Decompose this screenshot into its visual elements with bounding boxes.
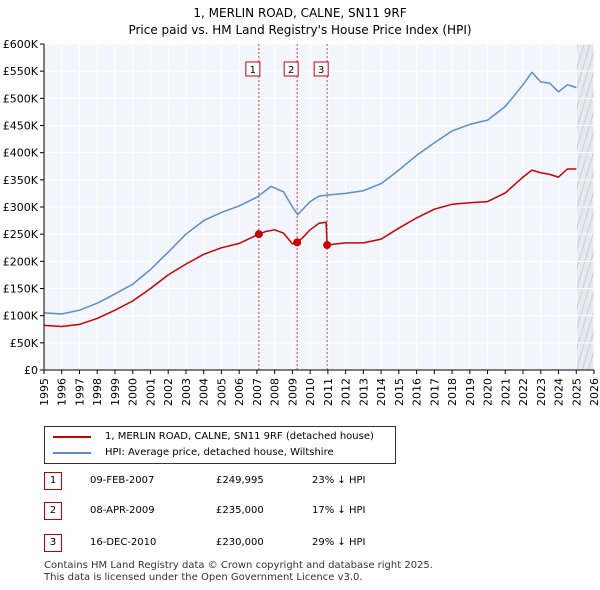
x-tick-label: 2007: [251, 378, 264, 406]
x-tick-label: 2004: [198, 378, 211, 406]
legend-label-hpi: HPI: Average price, detached house, Wilt…: [105, 447, 334, 458]
sale-hpi-diff: 23% ↓ HPI: [312, 475, 366, 486]
sale-badge: 2: [44, 502, 62, 520]
footer-license: This data is licensed under the Open Gov…: [44, 572, 363, 583]
footer: Contains HM Land Registry data © Crown c…: [44, 560, 433, 584]
x-tick-label: 2016: [411, 378, 424, 406]
x-tick-label: 2021: [499, 378, 512, 406]
sale-date: 16-DEC-2010: [90, 537, 157, 548]
x-tick-label: 2012: [340, 378, 353, 406]
y-tick-label: £550K: [3, 65, 39, 78]
y-tick-label: £150K: [3, 283, 39, 296]
sale-point: [293, 238, 302, 247]
sale-label-text: 3: [318, 65, 324, 76]
x-tick-label: 2022: [517, 378, 530, 406]
chart-subtitle: Price paid vs. HM Land Registry's House …: [128, 23, 472, 37]
y-tick-label: £350K: [3, 174, 39, 187]
sale-badge: 3: [44, 534, 62, 552]
sale-price: £249,995: [216, 475, 264, 486]
sale-hpi-diff: 29% ↓ HPI: [312, 537, 366, 548]
x-tick-label: 2025: [570, 378, 583, 406]
y-tick-label: £500K: [3, 92, 39, 105]
sale-label-box: [283, 61, 299, 77]
x-tick-label: 2003: [180, 378, 193, 406]
x-tick-label: 2019: [464, 378, 477, 406]
x-tick-label: 1997: [73, 378, 86, 406]
x-tick-label: 2005: [215, 378, 228, 406]
x-tick-label: 1996: [56, 378, 69, 406]
x-tick-label: 1995: [38, 378, 51, 406]
sale-label-text: 1: [250, 65, 256, 76]
sale-price: £230,000: [216, 537, 264, 548]
x-tick-label: 2023: [535, 378, 548, 406]
legend-swatch-hpi: [53, 452, 91, 454]
x-tick-label: 2009: [286, 378, 299, 406]
sale-row: 3 16-DEC-2010 £230,000 29% ↓ HPI: [44, 534, 424, 552]
sale-label-text: 2: [288, 65, 294, 76]
y-tick-label: £300K: [3, 201, 39, 214]
x-tick-label: 2010: [304, 378, 317, 406]
x-tick-label: 2002: [162, 378, 175, 406]
y-tick-label: £250K: [3, 228, 39, 241]
x-tick-label: 2001: [144, 378, 157, 406]
sale-label-box: [245, 61, 261, 77]
sale-row: 2 08-APR-2009 £235,000 17% ↓ HPI: [44, 502, 424, 520]
x-tick-label: 2011: [322, 378, 335, 406]
y-tick-label: £600K: [3, 38, 39, 51]
y-tick-label: £50K: [10, 337, 39, 350]
sale-point: [323, 241, 332, 250]
sale-row: 1 09-FEB-2007 £249,995 23% ↓ HPI: [44, 472, 424, 490]
x-tick-label: 1998: [91, 378, 104, 406]
sale-badge: 1: [44, 472, 62, 490]
y-tick-label: £400K: [3, 147, 39, 160]
x-tick-label: 2020: [482, 378, 495, 406]
series-line-hpi: [43, 71, 577, 315]
y-tick-label: £450K: [3, 120, 39, 133]
sale-label-box: [313, 61, 329, 77]
y-tick-label: £200K: [3, 255, 39, 268]
chart-title: 1, MERLIN ROAD, CALNE, SN11 9RF: [193, 6, 407, 20]
series-line-property: [43, 168, 577, 328]
sale-date: 08-APR-2009: [90, 505, 155, 516]
y-tick-label: £0: [24, 364, 38, 377]
forecast-hatch: [593, 369, 594, 370]
x-tick-label: 2008: [269, 378, 282, 406]
chart-legend: 1, MERLIN ROAD, CALNE, SN11 9RF (detache…: [44, 426, 396, 464]
x-tick-label: 2015: [393, 378, 406, 406]
price-chart: 1 2 3 £0 £50K £100K £150K £200K £250K £300K £350K £…: [3, 38, 600, 406]
x-tick-label: 1999: [109, 378, 122, 406]
sale-hpi-diff: 17% ↓ HPI: [312, 505, 366, 516]
legend-label-property: 1, MERLIN ROAD, CALNE, SN11 9RF (detache…: [105, 431, 374, 442]
legend-swatch-property: [53, 436, 91, 438]
x-tick-label: 2013: [357, 378, 370, 406]
x-tick-label: 2018: [446, 378, 459, 406]
x-tick-label: 2014: [375, 378, 388, 406]
sale-price: £235,000: [216, 505, 264, 516]
x-tick-label: 2000: [127, 378, 140, 406]
sale-point: [254, 230, 263, 239]
x-tick-label: 2006: [233, 378, 246, 406]
x-tick-label: 2026: [588, 378, 600, 406]
x-tick-label: 2017: [428, 378, 441, 406]
footer-copyright: Contains HM Land Registry data © Crown c…: [44, 560, 433, 571]
sale-date: 09-FEB-2007: [90, 475, 155, 486]
x-tick-label: 2024: [553, 378, 566, 406]
y-tick-label: £100K: [3, 310, 39, 323]
